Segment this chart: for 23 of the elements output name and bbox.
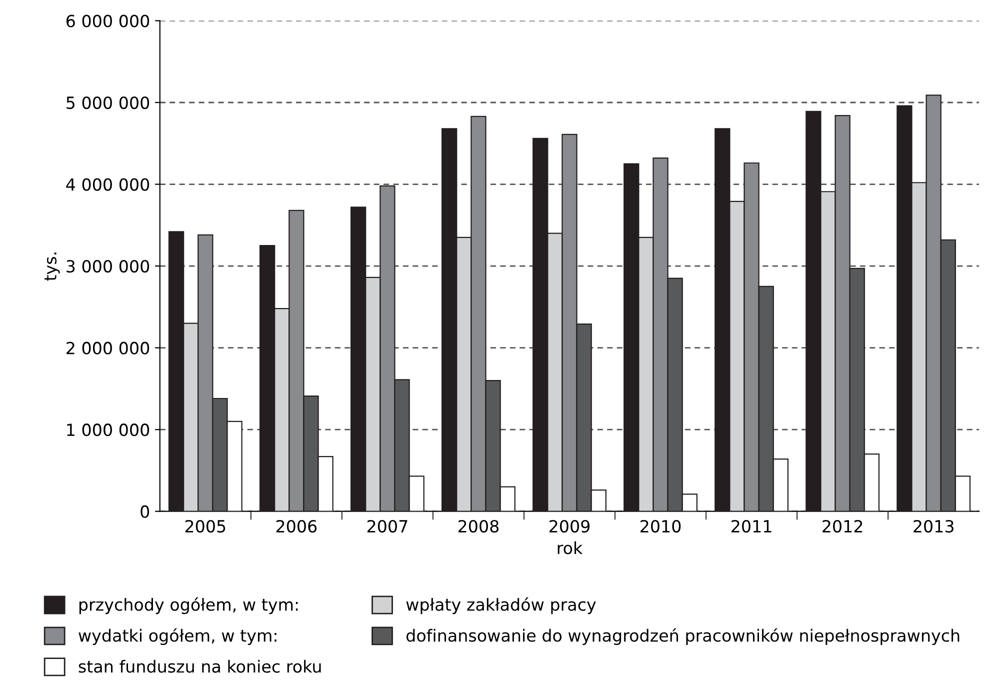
x-tick-label: 2008 [458,520,499,533]
legend-label: wpłaty zakładów pracy [406,597,596,614]
x-tick-label: 2013 [914,520,954,533]
x-tick-label: 2009 [550,520,590,533]
y-tick-label: 0 [140,505,150,518]
legend-label: stan funduszu na koniec roku [78,660,321,673]
x-tick-label: 2011 [732,520,772,533]
y-tick-label: 6 000 000 [66,14,150,28]
y-tick-label: 2 000 000 [66,342,150,354]
legend-label: dofinansowanie do wynagrodzeń pracowników niepełnosprawnych [406,628,960,646]
x-tick-label: 2007 [367,520,408,533]
y-tick-label: 1 000 000 [67,424,150,436]
x-tick-label: 2006 [276,520,317,533]
y-tick-label: 3 000 000 [66,260,150,273]
legend-label: przychody ogółem, w tym: [79,597,298,614]
x-tick-label: 2012 [822,520,862,533]
y-tick-label: 4 000 000 [66,178,150,191]
x-tick-label: 2010 [640,520,681,533]
x-axis-title: rok [558,541,583,554]
y-tick-label: 5 000 000 [66,96,150,110]
x-tick-label: 2005 [185,520,226,533]
legend-label: wydatki ogółem, w tym: [78,628,276,646]
y-axis-title: tys. [44,252,60,281]
